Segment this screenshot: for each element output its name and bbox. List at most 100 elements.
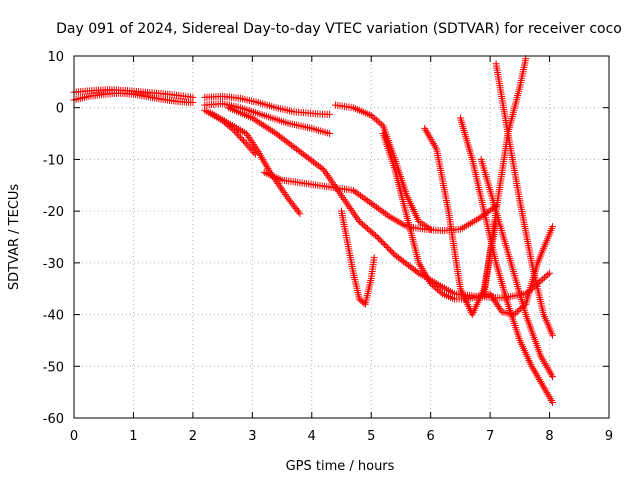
plus-marker: [247, 145, 255, 153]
plus-marker: [371, 114, 379, 122]
plus-marker: [486, 290, 494, 298]
plot-frame: [73, 55, 610, 419]
series-arc-9: [338, 207, 378, 308]
plus-marker: [235, 132, 243, 140]
plus-marker: [428, 281, 436, 289]
plus-marker: [358, 193, 366, 201]
x-tick-label: 9: [605, 429, 613, 444]
plus-marker: [296, 210, 304, 218]
plus-marker: [367, 111, 375, 119]
plus-marker: [512, 309, 520, 317]
series-arc-16: [480, 55, 530, 298]
x-axis-label: GPS time / hours: [286, 459, 395, 474]
plus-marker: [380, 208, 388, 216]
plus-marker: [246, 135, 254, 143]
plus-marker: [478, 212, 486, 220]
plus-marker: [513, 308, 521, 316]
plus-marker: [488, 294, 496, 302]
series-arc-17: [486, 223, 557, 319]
plus-marker: [362, 196, 370, 204]
plus-marker: [520, 302, 528, 310]
plus-marker: [376, 119, 384, 127]
plus-marker: [370, 254, 378, 262]
plus-marker: [259, 121, 267, 129]
plus-marker: [493, 301, 501, 309]
plus-marker: [375, 235, 383, 243]
x-tick-label: 0: [70, 429, 78, 444]
plus-marker: [379, 239, 387, 247]
plus-marker: [238, 135, 246, 143]
plus-marker: [355, 190, 363, 198]
plus-marker: [427, 225, 435, 233]
plus-marker: [491, 297, 499, 305]
plus-marker: [374, 117, 382, 125]
plus-marker: [490, 295, 498, 303]
plus-marker: [487, 292, 495, 300]
plus-marker: [326, 130, 334, 138]
y-tick-label: -20: [43, 205, 64, 220]
plus-marker: [263, 124, 271, 132]
plus-marker: [376, 236, 384, 244]
plus-marker: [326, 110, 334, 118]
plus-marker: [248, 114, 256, 122]
y-tick-label: -10: [43, 153, 64, 168]
plus-marker: [383, 211, 391, 219]
plus-marker: [539, 275, 547, 283]
series-arc-15: [492, 60, 557, 339]
plus-marker: [367, 199, 375, 207]
plus-marker: [549, 373, 557, 381]
plus-marker: [546, 269, 554, 277]
plus-marker: [515, 306, 523, 314]
plus-marker: [256, 119, 264, 127]
x-tick-label: 2: [189, 429, 197, 444]
plus-marker: [357, 192, 365, 200]
plus-marker: [437, 288, 445, 296]
plus-marker: [510, 311, 518, 319]
plus-marker: [430, 282, 438, 290]
plus-marker: [261, 122, 269, 130]
plus-marker: [378, 238, 386, 246]
plus-marker: [372, 232, 380, 240]
plus-marker: [251, 142, 259, 150]
plus-marker: [384, 244, 392, 252]
plus-marker: [381, 241, 389, 249]
plus-marker: [374, 205, 382, 213]
plus-marker: [318, 164, 326, 172]
y-tick-label: -40: [43, 309, 64, 324]
plus-marker: [268, 127, 276, 135]
data-series: [70, 55, 557, 406]
plus-marker: [244, 131, 252, 139]
plus-marker: [432, 284, 440, 292]
plus-marker: [247, 137, 255, 145]
plus-marker: [381, 210, 389, 218]
x-tick-label: 1: [129, 429, 137, 444]
y-tick-label: 10: [47, 50, 64, 65]
plus-marker: [427, 280, 435, 288]
plus-marker: [364, 197, 372, 205]
plus-marker: [494, 303, 502, 311]
plus-marker: [542, 272, 550, 280]
plus-marker: [257, 120, 265, 128]
plus-marker: [372, 116, 380, 124]
plus-marker: [433, 285, 441, 293]
plus-marker: [252, 116, 260, 124]
x-tick-label: 4: [308, 429, 316, 444]
series-arc-10: [332, 101, 435, 233]
plus-marker: [371, 202, 379, 210]
plus-marker: [388, 248, 396, 256]
plus-marker: [369, 201, 377, 209]
plus-marker: [265, 125, 273, 133]
y-tick-label: 0: [56, 102, 64, 117]
series-arc-2: [70, 86, 197, 101]
plus-marker: [250, 140, 258, 148]
plus-marker: [382, 242, 390, 250]
plus-marker: [351, 188, 359, 196]
series-arc-3: [201, 92, 334, 118]
ticks: 0 1 2 3 4 5 6 7 8 9 10 0 -10 -20 -30 -40 -50 -60: [43, 50, 613, 444]
plus-marker: [270, 128, 278, 136]
x-tick-label: 5: [367, 429, 375, 444]
plus-marker: [254, 118, 262, 126]
chart-title: Day 091 of 2024, Sidereal Day-to-day VTE…: [56, 21, 622, 37]
plus-marker: [236, 133, 244, 141]
y-axis-label: SDTVAR / TECUs: [7, 184, 22, 291]
